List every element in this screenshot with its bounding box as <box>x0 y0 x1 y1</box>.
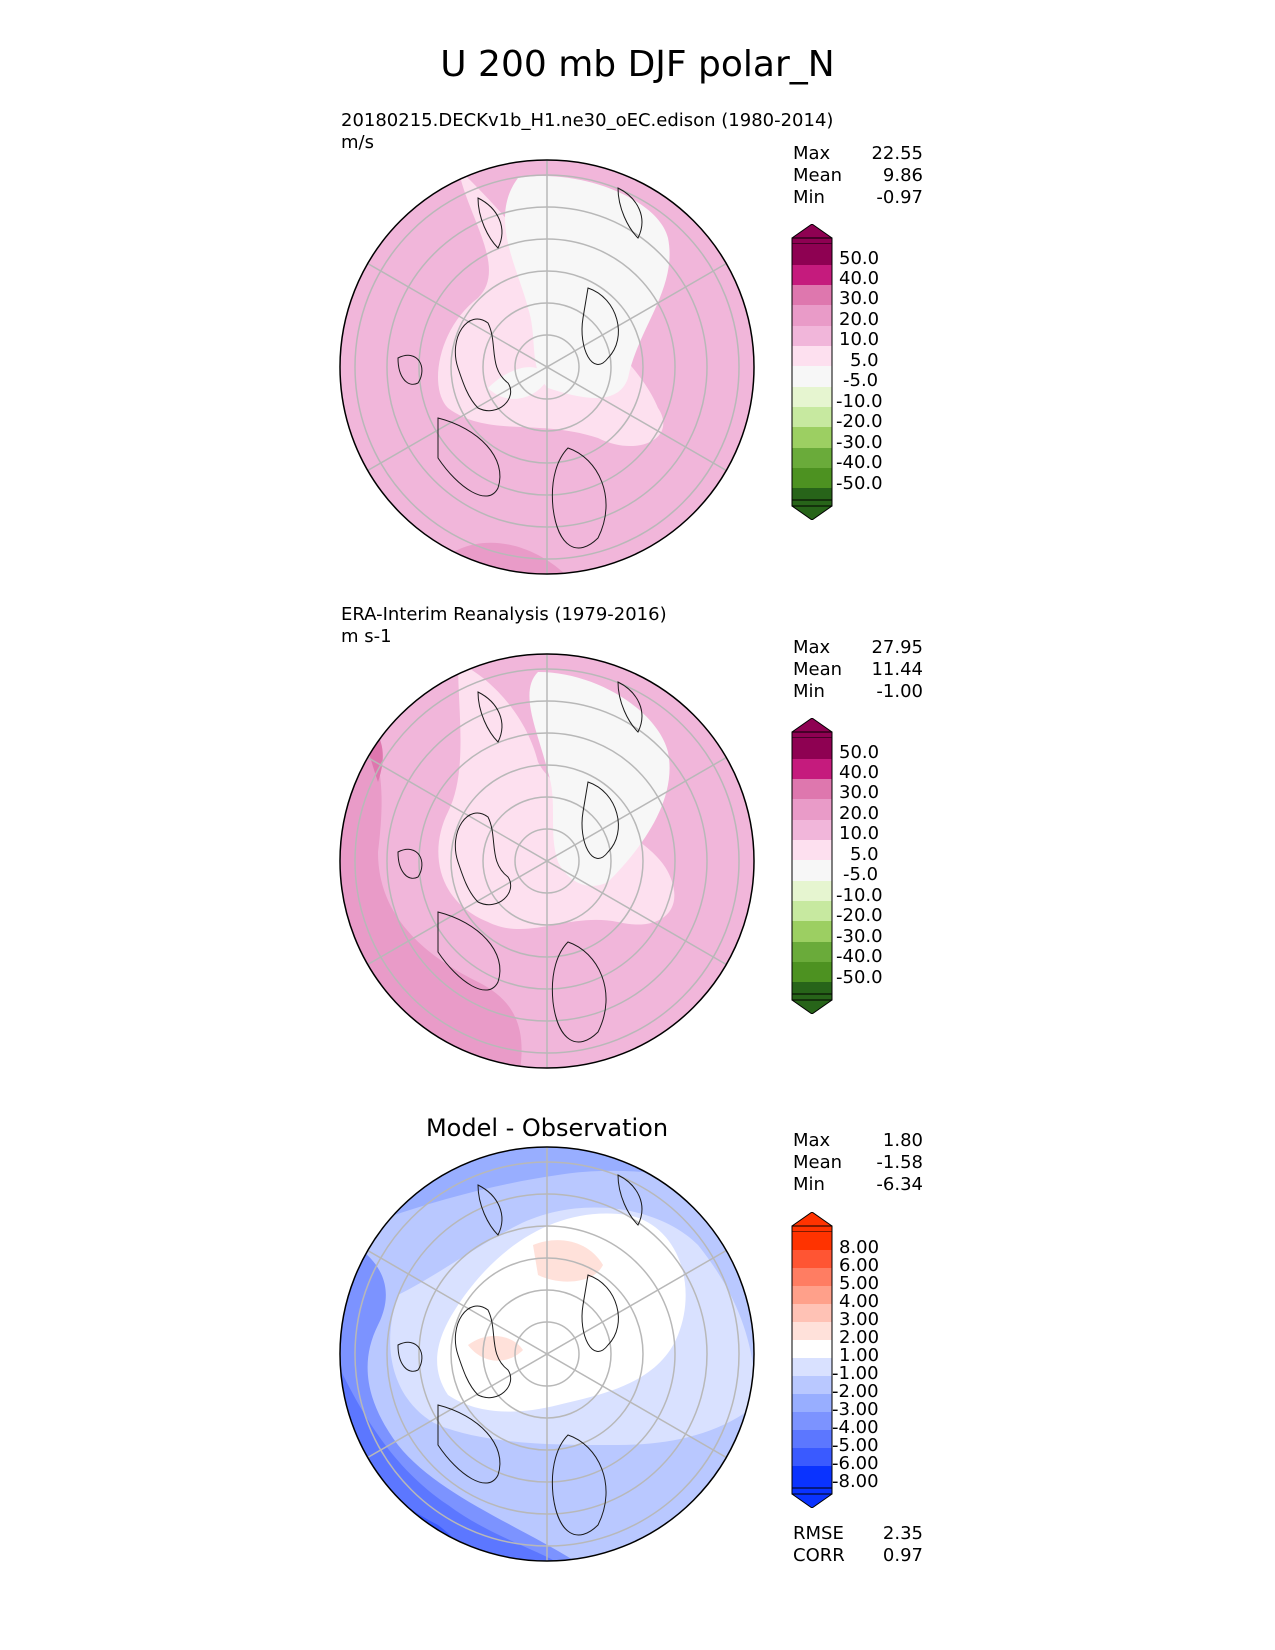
panel-3-metrics: RMSE 2.35 CORR 0.97 <box>793 1523 923 1567</box>
stat-value: -0.97 <box>876 187 923 208</box>
coastlines <box>397 1174 643 1536</box>
panel-2-stats: Max 27.95 Mean 11.44 Min -1.00 <box>793 637 923 703</box>
colorbar-tick-label: 20.0 <box>839 803 880 824</box>
colorbar-tick-label: 5.00 <box>839 1273 880 1294</box>
polar-map-difference <box>339 1146 755 1562</box>
colorbar-tick-label: -30.0 <box>836 926 883 947</box>
stat-label: Mean <box>793 1152 843 1173</box>
stat-label: Min <box>793 187 825 208</box>
colorbar-tick-label: -5.0 <box>843 370 879 391</box>
colorbar-tick-label: 40.0 <box>839 762 880 783</box>
colorbar-tick-label: -4.00 <box>832 1417 879 1438</box>
colorbar-tick-label: -40.0 <box>836 452 883 473</box>
stat-value: -6.34 <box>876 1174 923 1195</box>
colorbar-tick-label: 8.00 <box>839 1237 880 1258</box>
colorbar-tick-label: 5.0 <box>850 350 879 371</box>
metric-label: RMSE <box>793 1523 844 1544</box>
panel-3-title: Model - Observation <box>425 1114 669 1142</box>
colorbar-tick-label: 20.0 <box>839 309 880 330</box>
stat-label: Min <box>793 681 825 702</box>
polar-map-reference <box>339 653 755 1069</box>
metric-label: CORR <box>793 1545 845 1566</box>
colorbar-tick-label: 5.0 <box>850 844 879 865</box>
stat-label: Max <box>793 1130 831 1151</box>
panel-1-units: m/s <box>341 132 374 153</box>
stat-value: 1.80 <box>882 1130 923 1151</box>
graticule <box>354 654 740 1068</box>
colorbar-tick-label: 10.0 <box>839 329 880 350</box>
colorbar-tick-label: 3.00 <box>839 1309 880 1330</box>
colorbar-tick-label: -50.0 <box>836 473 883 494</box>
panel-1-title: 20180215.DECKv1b_H1.ne30_oEC.edison (198… <box>341 110 833 154</box>
stat-value: -1.58 <box>876 1152 923 1173</box>
panel-1-stats: Max 22.55 Mean 9.86 Min -0.97 <box>793 143 923 209</box>
colorbar-tick-label: 10.0 <box>839 823 880 844</box>
graticule <box>354 160 740 574</box>
colorbar-tick-label: 40.0 <box>839 268 880 289</box>
colorbar-tick-label: 6.00 <box>839 1255 880 1276</box>
colorbar-test <box>791 224 833 520</box>
colorbar-reference <box>791 718 833 1014</box>
colorbar-tick-label: -20.0 <box>836 905 883 926</box>
stat-value: 22.55 <box>871 143 923 164</box>
colorbar-tick-label: -10.0 <box>836 885 883 906</box>
stat-value: -1.00 <box>876 681 923 702</box>
coastlines <box>397 681 643 1043</box>
stat-value: 11.44 <box>871 659 923 680</box>
colorbar-tick-label: 4.00 <box>839 1291 880 1312</box>
colorbar-difference <box>791 1212 833 1508</box>
stat-label: Max <box>793 637 831 658</box>
colorbar-tick-label: -1.00 <box>832 1363 879 1384</box>
stat-label: Max <box>793 143 831 164</box>
metric-value: 0.97 <box>882 1545 923 1566</box>
panel-2-title: ERA-Interim Reanalysis (1979-2016) m s-1 <box>341 604 667 648</box>
graticule <box>354 1147 740 1561</box>
colorbar-tick-label: -50.0 <box>836 967 883 988</box>
panel-2-dataset: ERA-Interim Reanalysis (1979-2016) <box>341 604 667 625</box>
stat-value: 9.86 <box>882 165 923 186</box>
colorbar-tick-label: 1.00 <box>839 1345 880 1366</box>
colorbar-tick-label: -5.00 <box>832 1435 879 1456</box>
colorbar-tick-label: 50.0 <box>839 742 880 763</box>
colorbar-tick-label: -30.0 <box>836 432 883 453</box>
stat-value: 27.95 <box>871 637 923 658</box>
colorbar-tick-label: 30.0 <box>839 288 880 309</box>
metric-value: 2.35 <box>882 1523 923 1544</box>
colorbar-tick-label: -5.0 <box>843 864 879 885</box>
colorbar-tick-label: 2.00 <box>839 1327 880 1348</box>
colorbar-tick-label: -8.00 <box>832 1471 879 1492</box>
panel-1-dataset: 20180215.DECKv1b_H1.ne30_oEC.edison (198… <box>341 110 834 131</box>
colorbar-tick-label: 50.0 <box>839 248 880 269</box>
panel-3-stats: Max 1.80 Mean -1.58 Min -6.34 <box>793 1130 923 1196</box>
colorbar-tick-label: -20.0 <box>836 411 883 432</box>
polar-map-test <box>339 159 755 575</box>
colorbar-tick-label: -2.00 <box>832 1381 879 1402</box>
colorbar-tick-label: -6.00 <box>832 1453 879 1474</box>
coastlines <box>397 187 643 549</box>
colorbar-tick-label: 30.0 <box>839 782 880 803</box>
panel-2-units: m s-1 <box>341 626 392 647</box>
stat-label: Mean <box>793 165 843 186</box>
stat-label: Mean <box>793 659 843 680</box>
colorbar-tick-label: -10.0 <box>836 391 883 412</box>
stat-label: Min <box>793 1174 825 1195</box>
colorbar-tick-label: -40.0 <box>836 946 883 967</box>
figure-title: U 200 mb DJF polar_N <box>440 44 835 85</box>
colorbar-tick-label: -3.00 <box>832 1399 879 1420</box>
